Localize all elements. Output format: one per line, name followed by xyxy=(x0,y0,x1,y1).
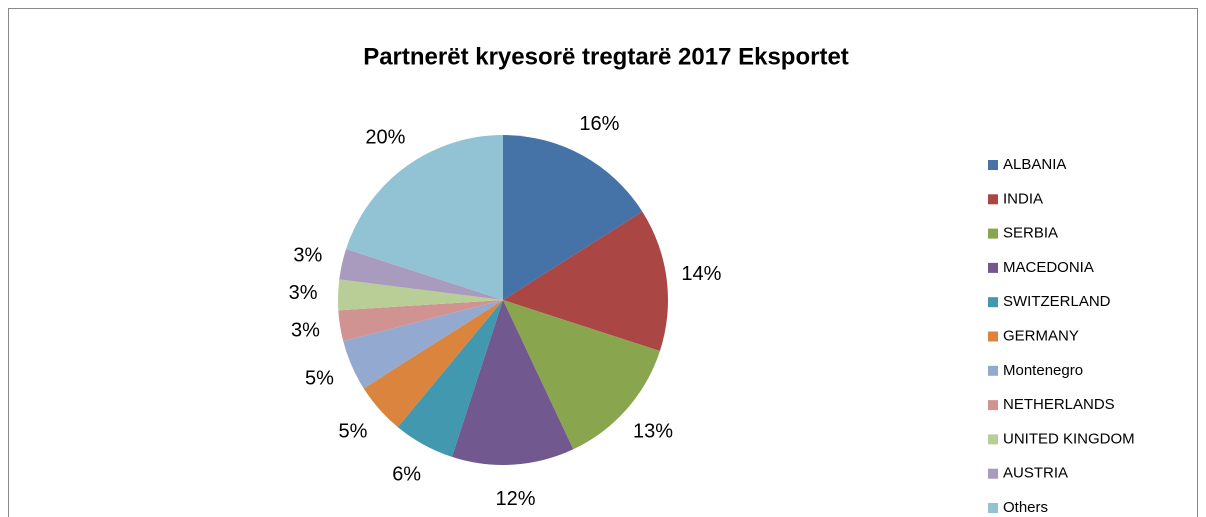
legend-label: NETHERLANDS xyxy=(1003,396,1115,413)
legend-swatch xyxy=(988,331,998,342)
pie-slice xyxy=(503,135,643,300)
legend-label: AUSTRIA xyxy=(1003,465,1068,482)
legend-swatch xyxy=(988,434,998,445)
pie-slice xyxy=(503,300,660,450)
legend-swatch xyxy=(988,262,998,273)
legend-swatch xyxy=(988,468,998,479)
legend-label: UNITED KINGDOM xyxy=(1003,430,1135,447)
data-label: 3% xyxy=(289,282,318,304)
pie-slice xyxy=(503,211,668,351)
legend-swatch xyxy=(988,160,998,170)
pie-slice xyxy=(452,300,574,465)
chart-title: Partnerët kryesorë tregtarë 2017 Eksport… xyxy=(363,43,849,70)
pie-slice xyxy=(338,300,503,342)
legend-label: GERMANY xyxy=(1003,327,1079,344)
legend-label: SERBIA xyxy=(1003,225,1058,242)
pie-slice xyxy=(338,279,503,311)
legend-label: Montenegro xyxy=(1003,362,1083,379)
data-label: 16% xyxy=(579,113,619,135)
legend-label: MACEDONIA xyxy=(1003,259,1094,276)
pie-slice xyxy=(339,249,503,300)
data-label: 14% xyxy=(681,263,721,285)
pie-slice xyxy=(363,300,503,428)
legend-swatch xyxy=(988,194,998,205)
data-label: 5% xyxy=(339,421,368,443)
legend-label: SWITZERLAND xyxy=(1003,293,1111,310)
data-label: 3% xyxy=(291,320,320,342)
legend-swatch xyxy=(988,400,998,411)
legend-label: Others xyxy=(1003,499,1048,516)
legend-swatch xyxy=(988,503,998,513)
legend-label: INDIA xyxy=(1003,190,1043,207)
pie-slice xyxy=(397,300,503,457)
data-label: 3% xyxy=(293,245,322,267)
legend-swatch xyxy=(988,228,998,239)
legend-swatch xyxy=(988,365,998,376)
pie-slice xyxy=(346,135,503,300)
pie-slice xyxy=(343,300,503,389)
data-label: 12% xyxy=(496,488,536,510)
data-label: 20% xyxy=(365,126,405,148)
legend-label: ALBANIA xyxy=(1003,156,1066,173)
data-label: 5% xyxy=(305,368,334,390)
data-label: 13% xyxy=(633,421,673,443)
legend-swatch xyxy=(988,297,998,308)
data-label: 6% xyxy=(392,464,421,486)
